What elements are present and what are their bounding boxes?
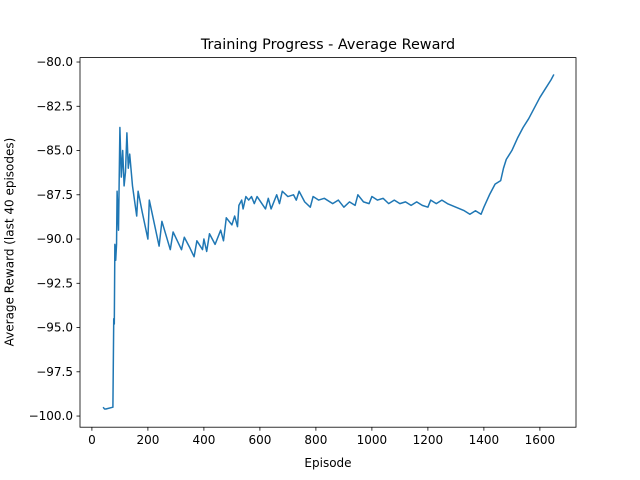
y-tick-label: −80.0 [36, 55, 73, 69]
y-axis-label: Average Reward (last 40 episodes) [3, 138, 17, 347]
y-tick-label: −97.5 [36, 365, 73, 379]
y-tick-label: −82.5 [36, 99, 73, 113]
y-tick-label: −100.0 [29, 409, 73, 423]
x-tick-label: 1200 [413, 433, 444, 447]
y-tick-label: −87.5 [36, 188, 73, 202]
x-axis-label: Episode [304, 456, 351, 470]
axes-frame [79, 57, 577, 428]
x-tick-label: 1400 [469, 433, 500, 447]
x-tick-label: 1600 [525, 433, 556, 447]
x-tick-label: 200 [136, 433, 159, 447]
y-tick-label: −95.0 [36, 321, 73, 335]
x-tick-label: 600 [248, 433, 271, 447]
y-tick-label: −90.0 [36, 232, 73, 246]
y-tick-label: −85.0 [36, 144, 73, 158]
chart-title: Training Progress - Average Reward [200, 37, 455, 53]
y-tick-label: −92.5 [36, 276, 73, 290]
x-tick-label: 0 [88, 433, 96, 447]
data-line [102, 74, 555, 410]
x-tick-label: 400 [192, 433, 215, 447]
x-tick-label: 800 [304, 433, 327, 447]
x-tick-label: 1000 [357, 433, 388, 447]
